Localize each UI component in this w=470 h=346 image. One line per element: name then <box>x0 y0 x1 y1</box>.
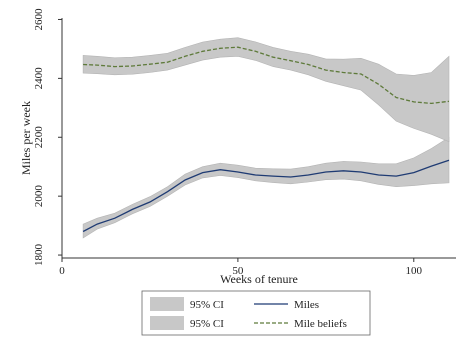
ci-band-miles <box>82 136 450 239</box>
legend-swatch-ci <box>150 316 184 330</box>
ci-band-mile-beliefs <box>82 37 450 143</box>
legend-label: 95% CI <box>190 318 224 330</box>
series-lines <box>82 46 450 233</box>
series-line-miles <box>82 159 450 233</box>
y-tick-label: 2400 <box>33 67 45 90</box>
y-axis-label: Miles per week <box>19 101 33 175</box>
x-tick-label: 50 <box>232 265 244 277</box>
confidence-bands <box>82 37 450 239</box>
legend-label: 95% CI <box>190 299 224 311</box>
y-tick-label: 2600 <box>33 8 45 31</box>
legend-label: Mile beliefs <box>294 318 347 330</box>
x-tick-label: 0 <box>59 265 65 277</box>
axes: 0 50 100 1800 2000 2200 2400 2600 <box>33 8 456 277</box>
legend-label: Miles <box>294 299 319 311</box>
x-tick-label: 100 <box>406 265 423 277</box>
y-tick-label: 2200 <box>33 126 45 149</box>
legend-swatch-ci <box>150 297 184 311</box>
series-line-mile-beliefs <box>83 46 450 105</box>
legend: 95% CI Miles 95% CI Mile beliefs <box>141 290 371 336</box>
y-tick-label: 2000 <box>33 185 45 208</box>
x-axis-label: Weeks of tenure <box>220 272 298 286</box>
y-tick-label: 1800 <box>33 244 45 267</box>
